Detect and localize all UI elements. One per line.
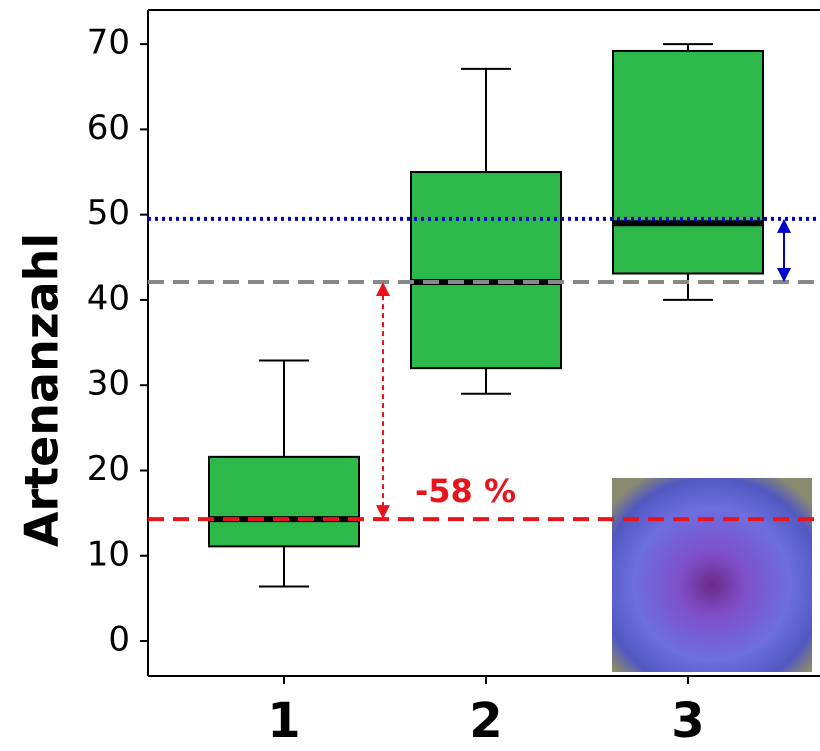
difference-arrow [376, 282, 390, 520]
box [612, 49, 764, 275]
y-tick-label: 40 [87, 278, 130, 318]
box [410, 171, 562, 370]
y-tick-label: 50 [87, 193, 130, 233]
box [208, 455, 360, 548]
annotation: -58 % [415, 472, 516, 510]
photo [612, 478, 812, 672]
x-tick-label: 2 [469, 693, 502, 749]
y-tick-label: 70 [87, 23, 130, 63]
y-tick-label: 0 [108, 620, 130, 660]
x-tick-label: 1 [267, 693, 300, 749]
y-axis-label: Artenanzahl [15, 233, 69, 547]
y-tick-label: 30 [87, 364, 130, 404]
y-tick-label: 20 [87, 449, 130, 489]
y-tick-label: 60 [87, 108, 130, 148]
difference-arrow [777, 218, 791, 283]
y-tick-label: 10 [87, 534, 130, 574]
x-tick-label: 3 [671, 693, 704, 749]
